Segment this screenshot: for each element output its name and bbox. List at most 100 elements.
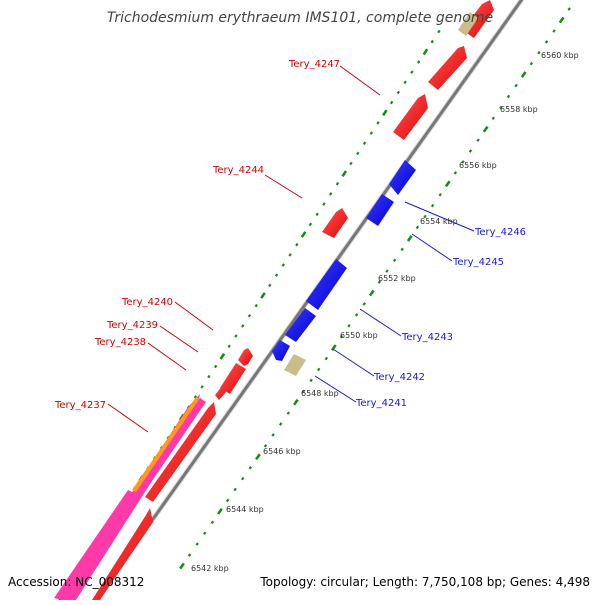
inner-ring-minor-tick [240,476,245,481]
map-title: Trichodesmium erythraeum IMS101, complet… [107,10,493,26]
gene-tery-4241-blue[interactable] [272,340,290,361]
accession-text: Accession: NC_008312 [8,575,144,589]
gene-tery-4237[interactable] [145,402,216,502]
label-tery-4237[interactable]: Tery_4237 [54,400,106,411]
inner-ring-minor-tick [400,247,404,252]
pink-feature-lower[interactable] [54,490,136,600]
inner-ring-minor-tick [392,258,397,263]
kbp-label-6558: 6558 kbp [500,105,538,114]
inner-ring-minor-tick [309,378,313,383]
gene-tery-4243[interactable] [306,259,347,310]
outer-ring-major-tick [341,170,348,178]
outer-ring-minor-tick [240,324,245,328]
tick-ring-inner [179,7,571,570]
leader-tery-4246 [404,201,475,232]
leader-tery-4237 [107,403,149,433]
inner-ring-minor-tick [514,83,518,88]
inner-ring-minor-tick [233,487,237,492]
inner-ring-minor-tick [339,334,344,339]
leader-tery-4247 [339,65,381,96]
gene-tery-4247[interactable] [393,94,428,140]
inner-ring-minor-tick [430,203,435,208]
outer-ring-minor-tick [416,60,421,64]
leader-tery-4243 [359,308,402,337]
inner-ring-minor-tick [324,356,329,361]
outer-ring-minor-tick [268,283,272,288]
inner-ring-major-tick [179,562,185,570]
gene-tery-4244[interactable] [322,208,348,238]
label-tery-4246[interactable]: Tery_4246 [474,227,526,238]
leader-tery-4240 [174,301,214,331]
kbp-label-6544: 6544 kbp [226,505,264,514]
outer-ring-minor-tick [193,395,198,399]
inner-ring-major-tick [293,398,299,406]
outer-ring-minor-tick [376,121,380,125]
inner-ring-minor-tick [362,302,366,306]
label-tery-4241[interactable]: Tery_4241 [355,398,407,409]
inner-ring-minor-tick [271,433,275,437]
inner-ring-minor-tick [499,105,503,110]
kbp-label-6546: 6546 kbp [263,447,301,456]
outer-ring-minor-tick [403,80,407,85]
label-tery-4238[interactable]: Tery_4238 [94,337,146,348]
gene-tery-4237-lower[interactable] [92,508,153,600]
kbp-label-6542: 6542 kbp [191,564,229,573]
label-tery-4243[interactable]: Tery_4243 [401,332,453,343]
inner-ring-minor-tick [438,192,442,197]
gene-tery-4242[interactable] [285,308,316,342]
leader-tery-4239 [159,325,199,353]
inner-ring-minor-tick [415,225,420,230]
leader-tery-4238 [147,342,187,371]
outer-ring-minor-tick [396,90,401,95]
outer-ring-minor-tick [389,100,394,105]
gene-tery-4240[interactable] [238,348,253,366]
inner-ring-minor-tick [316,367,321,372]
outer-ring-minor-tick [308,222,313,227]
inner-ring-minor-tick [203,531,207,536]
inner-ring-minor-tick [544,40,549,44]
kbp-label-6556: 6556 kbp [459,161,497,170]
kbp-label-6552: 6552 kbp [378,274,416,283]
inner-ring-minor-tick [195,542,199,546]
inner-ring-major-tick [520,71,527,78]
rna-gene-top[interactable] [458,12,478,36]
inner-ring-minor-tick [567,7,571,11]
gene-tery-4239[interactable] [220,363,246,394]
inner-ring-minor-tick [385,269,389,273]
inner-ring-minor-tick [491,116,496,121]
inner-ring-major-tick [330,344,337,351]
inner-ring-minor-tick [476,138,480,142]
gene-tery-4246[interactable] [389,160,416,195]
outer-ring-minor-tick [274,273,279,277]
label-tery-4239[interactable]: Tery_4239 [106,320,158,331]
outer-ring-major-tick [219,352,226,360]
gene-tery-4245[interactable] [366,194,394,226]
inner-ring-minor-tick [461,160,465,164]
label-tery-4245[interactable]: Tery_4245 [452,257,504,268]
inner-ring-minor-tick [347,323,351,328]
leader-tery-4245 [411,233,453,262]
label-tery-4247[interactable]: Tery_4247 [288,59,340,70]
outer-ring-minor-tick [207,374,211,379]
pink-feature-strip[interactable] [134,398,206,500]
outer-ring-major-tick [300,231,307,238]
rna-gene-tery-4241[interactable] [284,354,306,376]
label-tery-4240[interactable]: Tery_4240 [121,297,173,308]
gene-forward-upper[interactable] [428,46,467,90]
label-tery-4242[interactable]: Tery_4242 [373,372,425,383]
inner-ring-minor-tick [552,29,556,33]
inner-ring-minor-tick [263,444,268,448]
inner-ring-minor-tick [506,94,511,99]
inner-ring-minor-tick [187,553,192,557]
outer-ring-minor-tick [410,70,414,74]
inner-ring-minor-tick [377,280,382,284]
leader-tery-4241 [314,375,357,403]
inner-ring-minor-tick [248,465,253,470]
label-tery-4244[interactable]: Tery_4244 [212,165,264,176]
inner-ring-major-tick [255,453,261,461]
outer-ring-minor-tick [200,385,204,389]
forward-features [54,0,494,600]
outer-ring-minor-tick [349,161,353,166]
gene-labels: Tery_4247 Tery_4244 Tery_4240 Tery_4239 … [54,59,526,411]
